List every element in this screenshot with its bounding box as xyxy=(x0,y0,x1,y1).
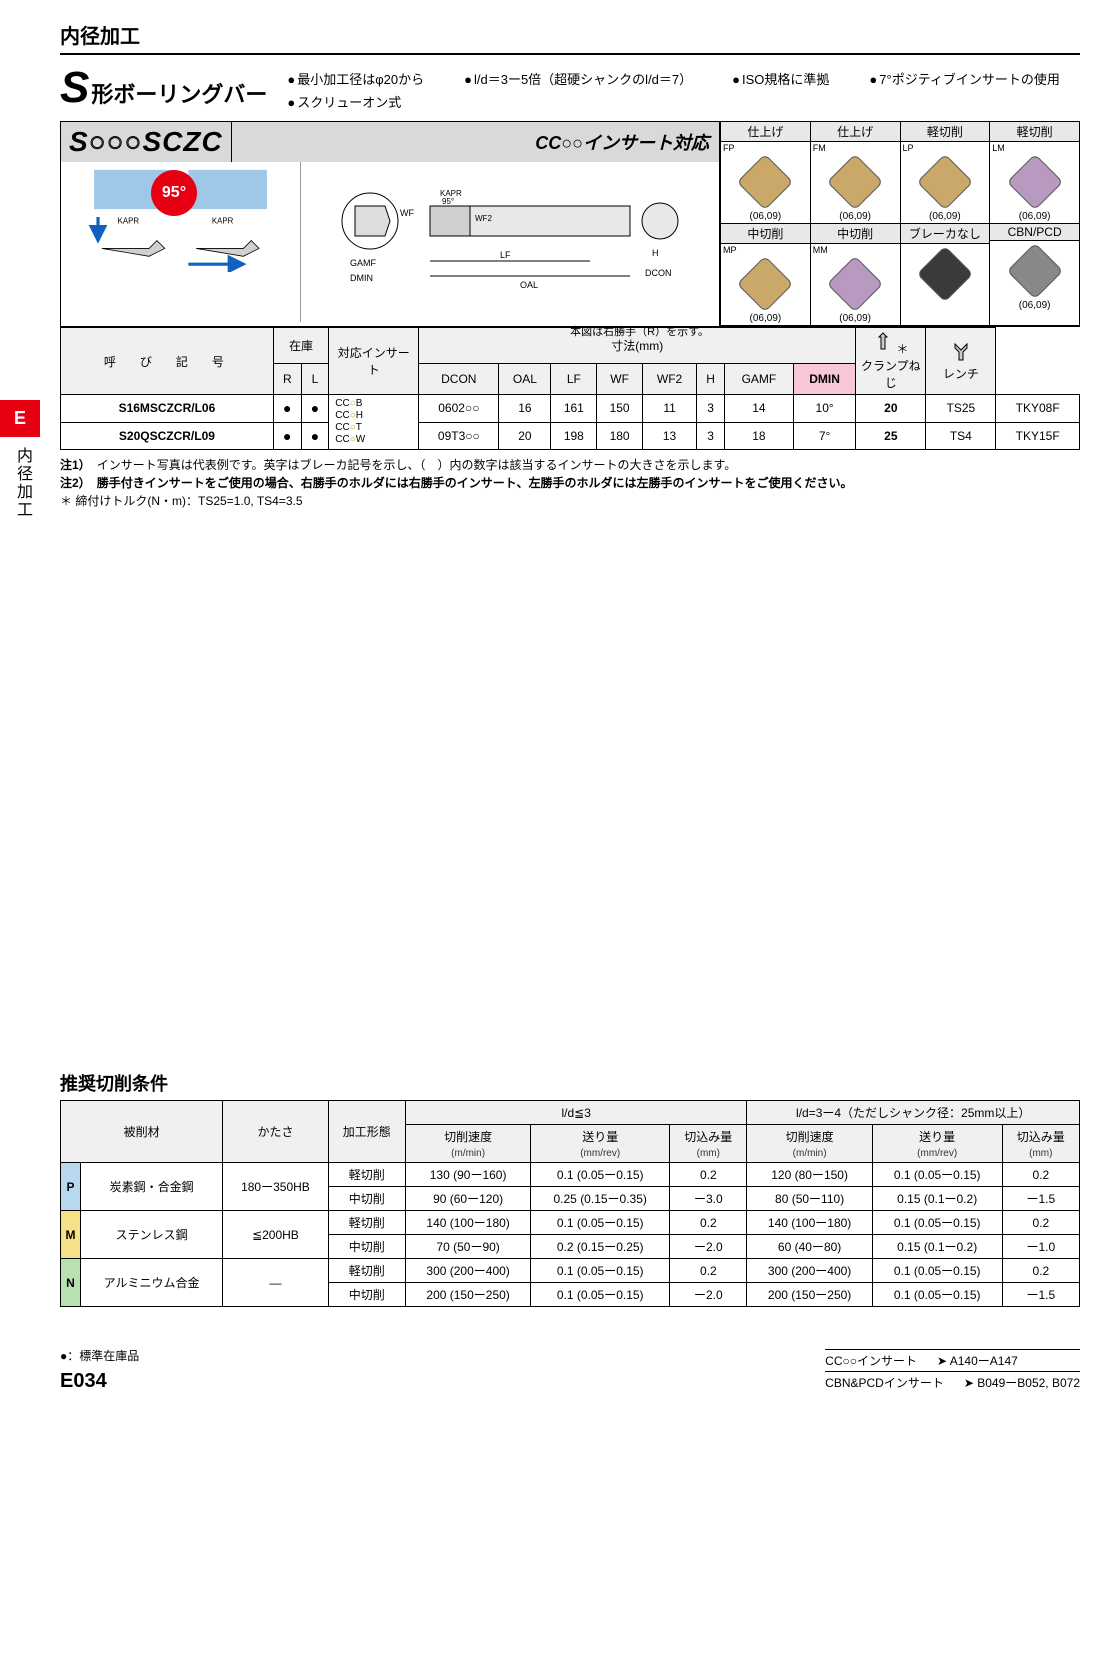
th-doc2: 切込み量(mm) xyxy=(1002,1125,1079,1163)
footer-ref: CC○○インサート➤ A140ーA147 xyxy=(825,1349,1080,1371)
side-tab-e: E xyxy=(0,400,40,437)
th-dmin: DMIN xyxy=(793,363,856,394)
torque-label: ＊ 締付けトルク(N・m)： xyxy=(60,494,198,508)
th-wrench: レンチ xyxy=(926,328,996,395)
th-lf: LF xyxy=(551,363,597,394)
footer-ref: CBN&PCDインサート➤ B049ーB052, B072 xyxy=(825,1371,1080,1393)
th-oal: OAL xyxy=(499,363,551,394)
page-number: E034 xyxy=(60,1370,139,1393)
feature-bullets: 最小加工径はφ20から l/d＝3ー5倍（超硬シャンクのl/d＝7） ISO規格… xyxy=(287,63,1080,111)
insert-cell: 軽切削 LM (06,09) xyxy=(989,122,1079,224)
th-wf: WF xyxy=(597,363,643,394)
note1-label: 注1） xyxy=(60,458,85,472)
th-star: ＊ xyxy=(897,342,909,356)
svg-text:KAPR: KAPR xyxy=(118,216,140,225)
cond-title: 推奨切削条件 xyxy=(60,1070,1080,1096)
th-mode: 加工形態 xyxy=(328,1101,405,1163)
note1: インサート写真は代表例です。英字はブレーカ記号を示し、（ ）内の数字は該当するイ… xyxy=(97,458,737,472)
th-doc1: 切込み量(mm) xyxy=(670,1125,747,1163)
footer-refs: CC○○インサート➤ A140ーA147CBN&PCDインサート➤ B049ーB… xyxy=(825,1349,1080,1393)
th-h: H xyxy=(697,363,725,394)
bullet: l/d＝3ー5倍（超硬シャンクのl/d＝7） xyxy=(464,69,692,88)
th-hard: かたさ xyxy=(223,1101,328,1163)
svg-text:DMIN: DMIN xyxy=(350,273,373,283)
side-tab: E 内径加工 xyxy=(0,400,40,529)
table-row: S20QSCZCR/L09 ●● 09T3○○20198180 133187° … xyxy=(61,422,1080,450)
svg-text:H: H xyxy=(652,248,659,258)
th-clamp: ＊ クランプねじ xyxy=(856,328,926,395)
cond-table: 被削材 かたさ 加工形態 l/d≦3 l/d=3ー4（ただしシャンク径：25mm… xyxy=(60,1100,1080,1307)
svg-text:GAMF: GAMF xyxy=(350,258,377,268)
side-tab-text: 内径加工 xyxy=(0,437,44,529)
insert-cell: CBN/PCD (06,09) xyxy=(989,224,1079,326)
th-speed2: 切削速度(m/min) xyxy=(747,1125,872,1163)
note2-label: 注2） xyxy=(60,476,85,490)
insert-cell: 仕上げ FM (06,09) xyxy=(810,122,900,224)
svg-text:LF: LF xyxy=(500,250,511,260)
svg-text:DCON: DCON xyxy=(645,268,672,278)
th-speed1: 切削速度(m/min) xyxy=(405,1125,530,1163)
angle-badge: 95° xyxy=(151,170,197,216)
bullet: スクリューオン式 xyxy=(287,92,401,111)
code-prefix: S xyxy=(69,126,89,157)
th-gamf: GAMF xyxy=(724,363,793,394)
th-name: 呼 び 記 号 xyxy=(61,328,274,395)
th-l: L xyxy=(301,363,329,394)
insert-cell: 軽切削 LP (06,09) xyxy=(900,122,990,224)
wrench-icon xyxy=(951,340,971,362)
notes: 注1） インサート写真は代表例です。英字はブレーカ記号を示し、（ ）内の数字は該… xyxy=(60,456,1080,510)
diagram-note: 本図は右勝手（R）を示す。 xyxy=(305,321,715,341)
footer: ●：標準在庫品 E034 CC○○インサート➤ A140ーA147CBN&PCD… xyxy=(60,1347,1080,1393)
bullet: ISO規格に準拠 xyxy=(732,69,829,88)
code-mid: ○○○ xyxy=(89,126,143,157)
th-dcon: DCON xyxy=(419,363,499,394)
table-row: P 炭素鋼・合金鋼 180ー350HB軽切削 130 (90ー160)0.1 (… xyxy=(61,1163,1080,1187)
spec-table: 呼 び 記 号 在庫 対応インサート 寸法(mm) ＊ クランプねじ レンチ R… xyxy=(60,327,1080,450)
th-feed2: 送り量(mm/rev) xyxy=(872,1125,1002,1163)
insert-cell: 中切削 MP (06,09) xyxy=(720,224,810,326)
th-wf2: WF2 xyxy=(642,363,696,394)
bullet: 7°ポジティブインサートの使用 xyxy=(869,69,1060,88)
legend: ●：標準在庫品 xyxy=(60,1347,139,1364)
th-r: R xyxy=(273,363,301,394)
diagram-main: WF KAPR 95° WF2 H DCON GAMF DMIN LF xyxy=(305,166,715,316)
insert-grid: 仕上げ FP (06,09)仕上げ FM (06,09)軽切削 LP (06,0… xyxy=(720,122,1079,326)
insert-cell: ブレーカなし xyxy=(900,224,990,326)
th-mat: 被削材 xyxy=(61,1101,223,1163)
bullet: 最小加工径はφ20から xyxy=(287,69,424,88)
note2: 勝手付きインサートをご使用の場合、右勝手のホルダには右勝手のインサート、左勝手の… xyxy=(97,476,853,490)
product-code: S○○○SCZC xyxy=(61,122,231,162)
svg-text:WF2: WF2 xyxy=(475,214,492,223)
svg-text:WF: WF xyxy=(400,208,414,218)
th-g1: l/d≦3 xyxy=(405,1101,747,1125)
insert-compat-label: CC○○インサート対応 xyxy=(231,122,719,162)
insert-cell: 中切削 MM (06,09) xyxy=(810,224,900,326)
th-clamp-label: クランプねじ xyxy=(861,359,921,390)
table-row: N アルミニウム合金 —軽切削 300 (200ー400)0.1 (0.05ー0… xyxy=(61,1259,1080,1283)
header-rule xyxy=(60,53,1080,55)
th-wrench-label: レンチ xyxy=(943,367,979,381)
th-feed1: 送り量(mm/rev) xyxy=(531,1125,670,1163)
table-row: M ステンレス鋼 ≦200HB軽切削 140 (100ー180)0.1 (0.0… xyxy=(61,1211,1080,1235)
screw-icon xyxy=(873,331,893,353)
svg-text:OAL: OAL xyxy=(520,280,538,290)
insert-cell: 仕上げ FP (06,09) xyxy=(720,122,810,224)
main-title: S 形ボーリングバー xyxy=(60,63,267,113)
section-header: 内径加工 xyxy=(60,20,1080,49)
table-row: S16MSCZCR/L06 ●● CC○BCC○HCC○TCC○W 0602○○… xyxy=(61,395,1080,423)
svg-text:KAPR: KAPR xyxy=(212,216,234,225)
torque: TS25=1.0, TS4=3.5 xyxy=(198,494,303,508)
svg-text:95°: 95° xyxy=(442,197,454,206)
code-suffix: SCZC xyxy=(142,126,222,157)
title-sub: 形ボーリングバー xyxy=(91,77,267,109)
title-s: S xyxy=(60,63,89,113)
th-g2: l/d=3ー4（ただしシャンク径：25mm以上） xyxy=(747,1101,1080,1125)
